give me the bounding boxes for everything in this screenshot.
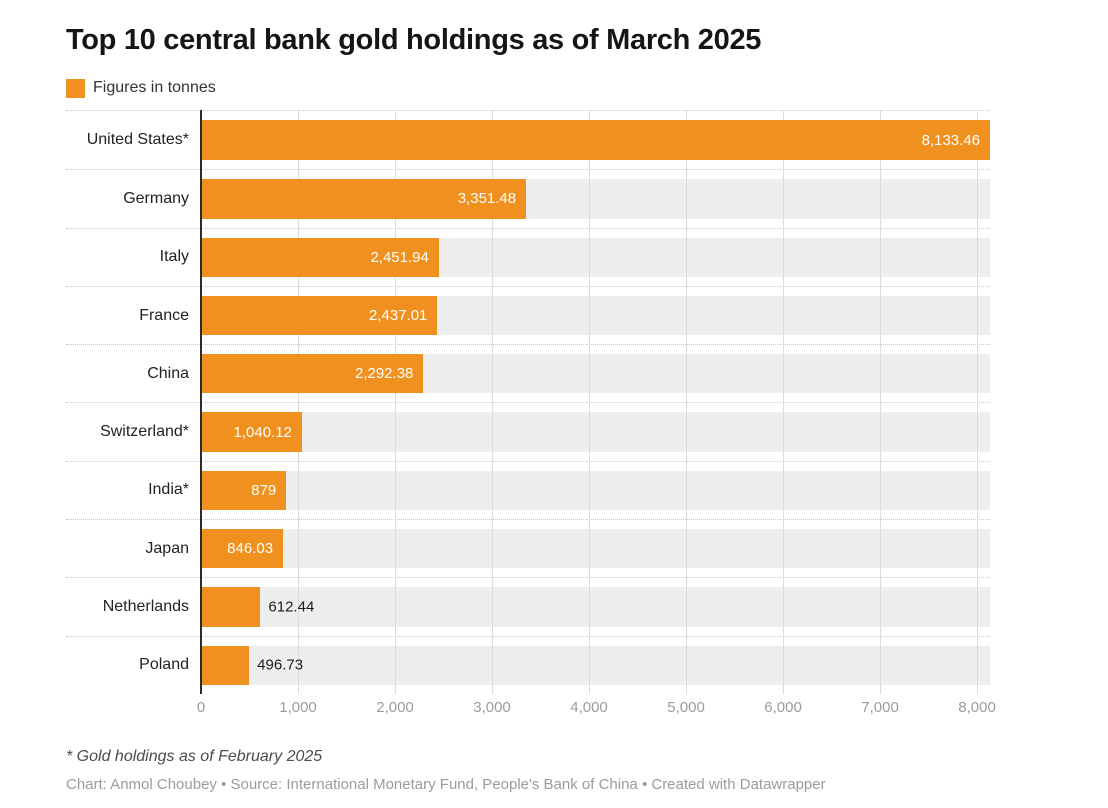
row-background — [201, 645, 990, 685]
bar[interactable]: 2,437.01 — [201, 295, 438, 336]
bar-row: Netherlands 612.44 — [66, 577, 990, 635]
value-label: 8,133.46 — [921, 131, 980, 149]
plot-area: 2,292.38 — [201, 345, 990, 402]
bar[interactable] — [201, 587, 261, 627]
x-axis-tick-label: 3,000 — [473, 698, 511, 716]
value-label: 2,451.94 — [370, 248, 429, 266]
bar[interactable]: 2,292.38 — [201, 354, 424, 394]
bar[interactable]: 846.03 — [201, 529, 284, 569]
x-axis-ticks: 0 1,000 2,000 3,000 4,000 5,000 6,000 7,000 8,00… — [197, 694, 996, 720]
chart-body: United States* 8,133.46 Germany 3,351.48 Ita… — [66, 110, 990, 694]
plot-area: 612.44 — [201, 578, 990, 635]
bar[interactable]: 2,451.94 — [201, 237, 439, 277]
plot-area: 8,133.46 — [201, 111, 990, 169]
bar[interactable]: 8,133.46 — [201, 120, 990, 161]
legend: Figures in tonnes — [66, 78, 990, 98]
x-axis-tick-label: 1,000 — [279, 698, 317, 716]
category-label: India* — [148, 481, 189, 499]
value-label: 496.73 — [257, 656, 304, 674]
bar[interactable]: 1,040.12 — [201, 412, 302, 452]
category-label: Netherlands — [102, 598, 189, 616]
bar[interactable]: 879 — [201, 470, 287, 511]
plot-area: 496.73 — [201, 637, 990, 694]
value-label: 879 — [251, 481, 277, 499]
category-label: China — [147, 364, 189, 382]
credit-line: Chart: Anmol Choubey • Source: Internati… — [66, 775, 826, 793]
row-background — [201, 529, 990, 569]
x-axis-tick-label: 4,000 — [570, 698, 608, 716]
value-label: 1,040.12 — [233, 423, 292, 441]
category-label: France — [139, 306, 189, 324]
value-label: 612.44 — [268, 598, 315, 616]
category-label: United States* — [86, 131, 189, 149]
category-label: Switzerland* — [100, 423, 189, 441]
legend-swatch-icon — [66, 78, 85, 98]
plot-area: 879 — [201, 462, 990, 519]
chart-title: Top 10 central bank gold holdings as of … — [66, 24, 762, 56]
plot-area: 2,451.94 — [201, 229, 990, 286]
bar[interactable]: 3,351.48 — [201, 179, 527, 219]
plot-area: 1,040.12 — [201, 403, 990, 460]
category-label: Italy — [159, 248, 189, 266]
bar-row: India* 879 — [66, 460, 990, 519]
value-label: 3,351.48 — [457, 190, 517, 208]
plot-area: 2,437.01 — [201, 287, 990, 344]
value-label: 2,437.01 — [369, 307, 428, 325]
category-label: Germany — [123, 189, 189, 207]
bar-row: Italy 2,451.94 — [66, 227, 990, 286]
row-background — [201, 470, 990, 511]
bar-row: China 2,292.38 — [66, 344, 990, 402]
row-background — [201, 412, 990, 452]
x-axis-tick-label: 6,000 — [764, 698, 802, 716]
row-background — [201, 587, 990, 627]
bar-rows: United States* 8,133.46 Germany 3,351.48 Ita… — [66, 110, 990, 694]
x-axis-tick-label: 7,000 — [861, 698, 899, 716]
value-label: 846.03 — [227, 540, 274, 558]
value-label: 2,292.38 — [354, 365, 414, 383]
x-axis-tick-label: 8,000 — [958, 698, 996, 716]
bar-row: Poland 496.73 — [66, 635, 990, 694]
category-label: Poland — [139, 656, 189, 674]
footnote: * Gold holdings as of February 2025 — [66, 747, 323, 765]
legend-label: Figures in tonnes — [93, 79, 216, 96]
plot-area: 3,351.48 — [201, 170, 990, 227]
x-axis-tick-label: 5,000 — [667, 698, 705, 716]
bar-row: Switzerland* 1,040.12 — [66, 402, 990, 460]
x-axis-tick-label: 0 — [196, 698, 206, 716]
category-label: Japan — [145, 539, 189, 557]
bar[interactable] — [201, 645, 250, 685]
bar-row: United States* 8,133.46 — [66, 111, 990, 169]
bar-row: France 2,437.01 — [66, 285, 990, 344]
bar-row: Japan 846.03 — [66, 519, 990, 577]
bar-chart: United States* 8,133.46 Germany 3,351.48 Ita… — [66, 110, 996, 720]
plot-area: 846.03 — [201, 520, 990, 577]
x-axis-tick-label: 2,000 — [376, 698, 414, 716]
bar-row: Germany 3,351.48 — [66, 169, 990, 227]
